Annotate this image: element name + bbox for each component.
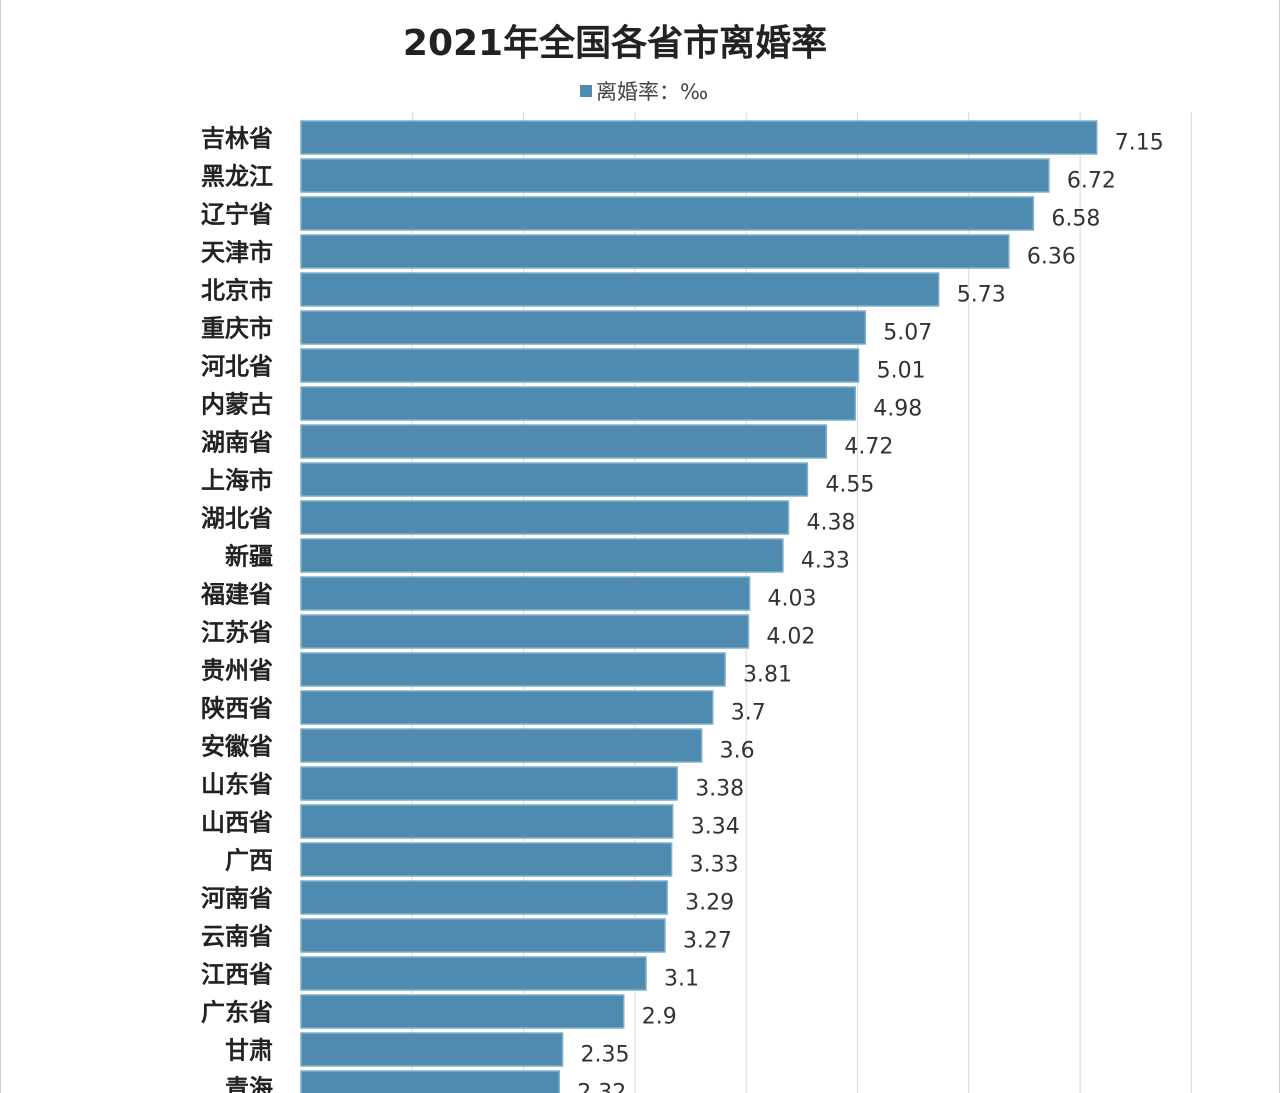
category-label: 湖北省 (201, 505, 273, 533)
bar (300, 576, 751, 611)
category-label: 云南省 (201, 923, 273, 951)
category-label: 江西省 (201, 961, 273, 989)
data-label: 2.35 (581, 1043, 630, 1068)
data-label: 5.01 (877, 359, 926, 384)
category-label: 安徽省 (201, 733, 273, 761)
data-label: 2.32 (577, 1081, 626, 1093)
data-label: 3.27 (683, 929, 732, 954)
category-label: 甘肃 (225, 1037, 273, 1065)
category-label: 北京市 (201, 277, 273, 305)
bar (300, 842, 673, 877)
category-label: 黑龙江 (201, 163, 273, 191)
category-label: 福建省 (200, 581, 273, 609)
bar (300, 272, 940, 307)
bar (300, 1032, 564, 1067)
bar (300, 538, 784, 573)
data-label: 6.72 (1067, 169, 1116, 194)
data-label: 3.1 (664, 967, 699, 992)
category-label: 天津市 (201, 239, 273, 267)
data-label: 4.03 (768, 587, 817, 612)
category-label: 湖南省 (201, 429, 273, 457)
data-label: 4.98 (873, 397, 922, 422)
bar (300, 614, 750, 649)
bar (300, 386, 857, 421)
bar (300, 196, 1035, 231)
data-label: 7.15 (1115, 131, 1164, 156)
category-label: 江苏省 (201, 619, 273, 647)
bar (300, 918, 666, 953)
bar (300, 310, 867, 345)
chart-title: 2021年全国各省市离婚率 (402, 23, 828, 64)
bar (300, 690, 714, 725)
bar (300, 1070, 560, 1093)
bar (300, 500, 790, 535)
data-label: 4.72 (844, 435, 893, 460)
category-label: 山西省 (201, 809, 273, 837)
bar (300, 994, 625, 1029)
bar (300, 880, 668, 915)
category-label: 广东省 (201, 999, 273, 1027)
data-label: 4.55 (825, 473, 874, 498)
category-label: 上海市 (201, 467, 273, 495)
data-label: 3.33 (690, 853, 739, 878)
data-label: 3.81 (743, 663, 792, 688)
data-label: 3.7 (731, 701, 766, 726)
category-label: 山东省 (201, 771, 273, 799)
category-label: 河北省 (201, 353, 273, 381)
bar (300, 804, 674, 839)
data-label: 4.33 (801, 549, 850, 574)
bar (300, 120, 1098, 155)
category-label: 贵州省 (201, 657, 273, 685)
category-label: 广西 (225, 847, 273, 875)
category-label: 重庆市 (201, 315, 273, 343)
data-label: 5.73 (957, 283, 1006, 308)
data-label: 5.07 (883, 321, 932, 346)
data-label: 3.34 (691, 815, 740, 840)
category-label: 青海 (225, 1075, 273, 1093)
legend-label: 离婚率：‰ (596, 80, 709, 104)
bar (300, 766, 678, 801)
bar (300, 462, 809, 497)
legend: 离婚率：‰ (580, 76, 708, 106)
category-label: 辽宁省 (201, 201, 273, 229)
bar (300, 234, 1010, 269)
data-label: 3.6 (720, 739, 755, 764)
bar (300, 728, 703, 763)
data-label: 2.9 (642, 1005, 677, 1030)
data-label: 3.38 (695, 777, 744, 802)
bar (300, 158, 1050, 193)
data-label: 6.36 (1027, 245, 1076, 270)
data-label: 6.58 (1051, 207, 1100, 232)
bar (300, 424, 828, 459)
bar (300, 652, 726, 687)
category-label: 陕西省 (201, 695, 273, 723)
bar (300, 956, 647, 991)
bar (300, 348, 860, 383)
category-label: 吉林省 (201, 125, 273, 153)
legend-swatch (580, 85, 592, 97)
data-label: 4.02 (766, 625, 815, 650)
category-label: 河南省 (201, 885, 273, 913)
data-label: 4.38 (806, 511, 855, 536)
data-label: 3.29 (685, 891, 734, 916)
category-label: 新疆 (225, 543, 273, 571)
category-label: 内蒙古 (201, 391, 273, 419)
